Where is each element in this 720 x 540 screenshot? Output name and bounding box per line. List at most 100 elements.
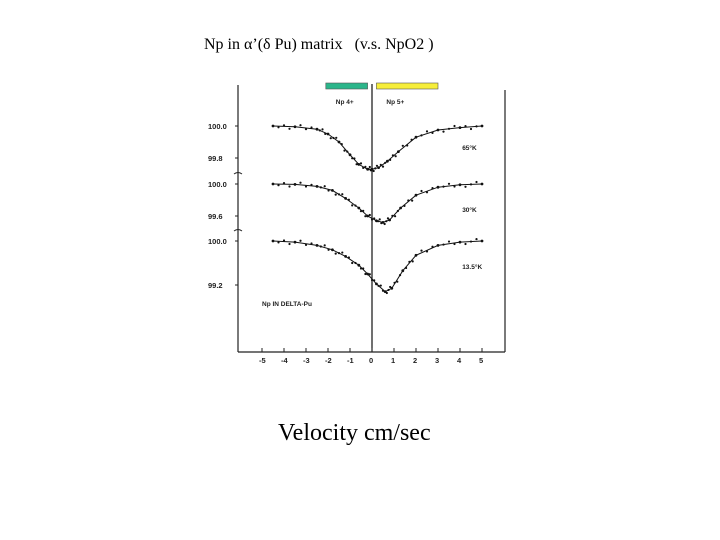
- data-point: [431, 131, 434, 134]
- data-point: [469, 127, 473, 131]
- data-point: [288, 242, 291, 246]
- data-point: [475, 180, 478, 184]
- data-point: [271, 124, 275, 128]
- data-point: [420, 189, 423, 193]
- y-tick-label: 99.8: [208, 154, 223, 163]
- data-point: [396, 209, 399, 213]
- data-point: [386, 159, 389, 163]
- data-point: [383, 222, 386, 226]
- data-point: [331, 248, 334, 252]
- x-tick-label: 5: [479, 356, 483, 365]
- data-point: [425, 191, 429, 194]
- chart-title: Np in α’(δ Pu) matrix (v.s. NpO2 ): [204, 36, 434, 53]
- data-point: [351, 157, 354, 160]
- data-point: [480, 182, 484, 186]
- data-point: [381, 221, 385, 224]
- data-point: [442, 130, 445, 133]
- x-axis-caption: Velocity cm/sec: [278, 420, 431, 446]
- data-point: [464, 242, 467, 246]
- data-point: [277, 126, 280, 129]
- data-point: [354, 204, 357, 207]
- axis-break: [233, 172, 243, 175]
- data-point: [406, 144, 409, 147]
- data-point: [341, 193, 344, 196]
- data-point: [469, 183, 473, 186]
- data-point: [383, 290, 387, 293]
- data-point: [337, 193, 341, 196]
- x-tick-label: 2: [413, 356, 417, 365]
- data-point: [282, 182, 286, 185]
- data-point: [335, 136, 338, 139]
- data-point: [366, 272, 369, 276]
- data-point: [348, 153, 352, 157]
- data-point: [442, 243, 445, 246]
- x-tick-label: -1: [347, 356, 354, 365]
- data-point: [337, 140, 341, 144]
- data-point: [414, 193, 418, 197]
- data-point: [398, 274, 402, 277]
- data-point: [385, 291, 388, 295]
- data-point: [315, 127, 319, 131]
- valence-label-1: Np 4+: [336, 99, 354, 106]
- y-tick-label: 100.0: [208, 180, 227, 189]
- x-tick-label: 0: [369, 356, 373, 365]
- data-point: [344, 197, 347, 200]
- data-point: [403, 204, 406, 207]
- data-point: [364, 165, 367, 168]
- data-point: [411, 199, 414, 202]
- y-tick-label: 99.6: [208, 212, 223, 221]
- data-point: [271, 239, 275, 243]
- data-point: [385, 220, 388, 223]
- data-point: [310, 126, 313, 129]
- data-point: [386, 217, 390, 220]
- x-tick-label: -3: [303, 356, 310, 365]
- series-group: 65°K 30°K 13.5°K: [271, 124, 484, 295]
- y-tick-label: 99.2: [208, 281, 223, 290]
- x-tick-label: -5: [259, 356, 266, 365]
- data-point: [271, 182, 275, 186]
- data-point: [368, 273, 371, 276]
- data-point: [391, 214, 394, 217]
- data-point: [431, 187, 434, 190]
- data-point: [299, 124, 302, 127]
- axis-break: [233, 229, 243, 232]
- data-point: [408, 260, 411, 263]
- data-point: [458, 183, 462, 187]
- data-point: [347, 256, 350, 259]
- data-point: [351, 261, 354, 265]
- data-point: [323, 244, 326, 247]
- data-point: [299, 181, 302, 184]
- data-point: [355, 163, 358, 166]
- data-point: [351, 204, 354, 207]
- data-point: [362, 209, 365, 212]
- data-point: [379, 163, 382, 166]
- x-tick-label: 4: [457, 356, 462, 365]
- x-tick-label: 1: [391, 356, 395, 365]
- x-tick-label: -2: [325, 356, 332, 365]
- data-point: [393, 281, 396, 284]
- data-point: [390, 286, 394, 290]
- data-point: [401, 269, 405, 273]
- y-tick-label: 100.0: [208, 237, 227, 246]
- data-point: [359, 267, 363, 270]
- data-point: [323, 185, 326, 188]
- data-point: [310, 242, 313, 245]
- data-point: [374, 167, 377, 170]
- series-3: 13.5°K: [271, 237, 484, 295]
- data-point: [331, 189, 334, 192]
- data-point: [377, 284, 380, 287]
- x-axis: -5 -4 -3 -2 -1 0 1 2 3 4 5: [259, 348, 483, 365]
- data-point: [407, 199, 410, 202]
- data-point: [411, 260, 414, 263]
- data-point: [321, 128, 324, 131]
- valence-bar-1: [325, 82, 368, 90]
- data-point: [346, 150, 349, 153]
- data-point: [327, 189, 330, 192]
- data-point: [425, 250, 429, 253]
- data-point: [464, 185, 467, 188]
- data-point: [447, 127, 451, 130]
- data-point: [458, 126, 462, 129]
- data-point: [315, 185, 319, 188]
- data-point: [337, 252, 341, 255]
- data-point: [399, 206, 402, 210]
